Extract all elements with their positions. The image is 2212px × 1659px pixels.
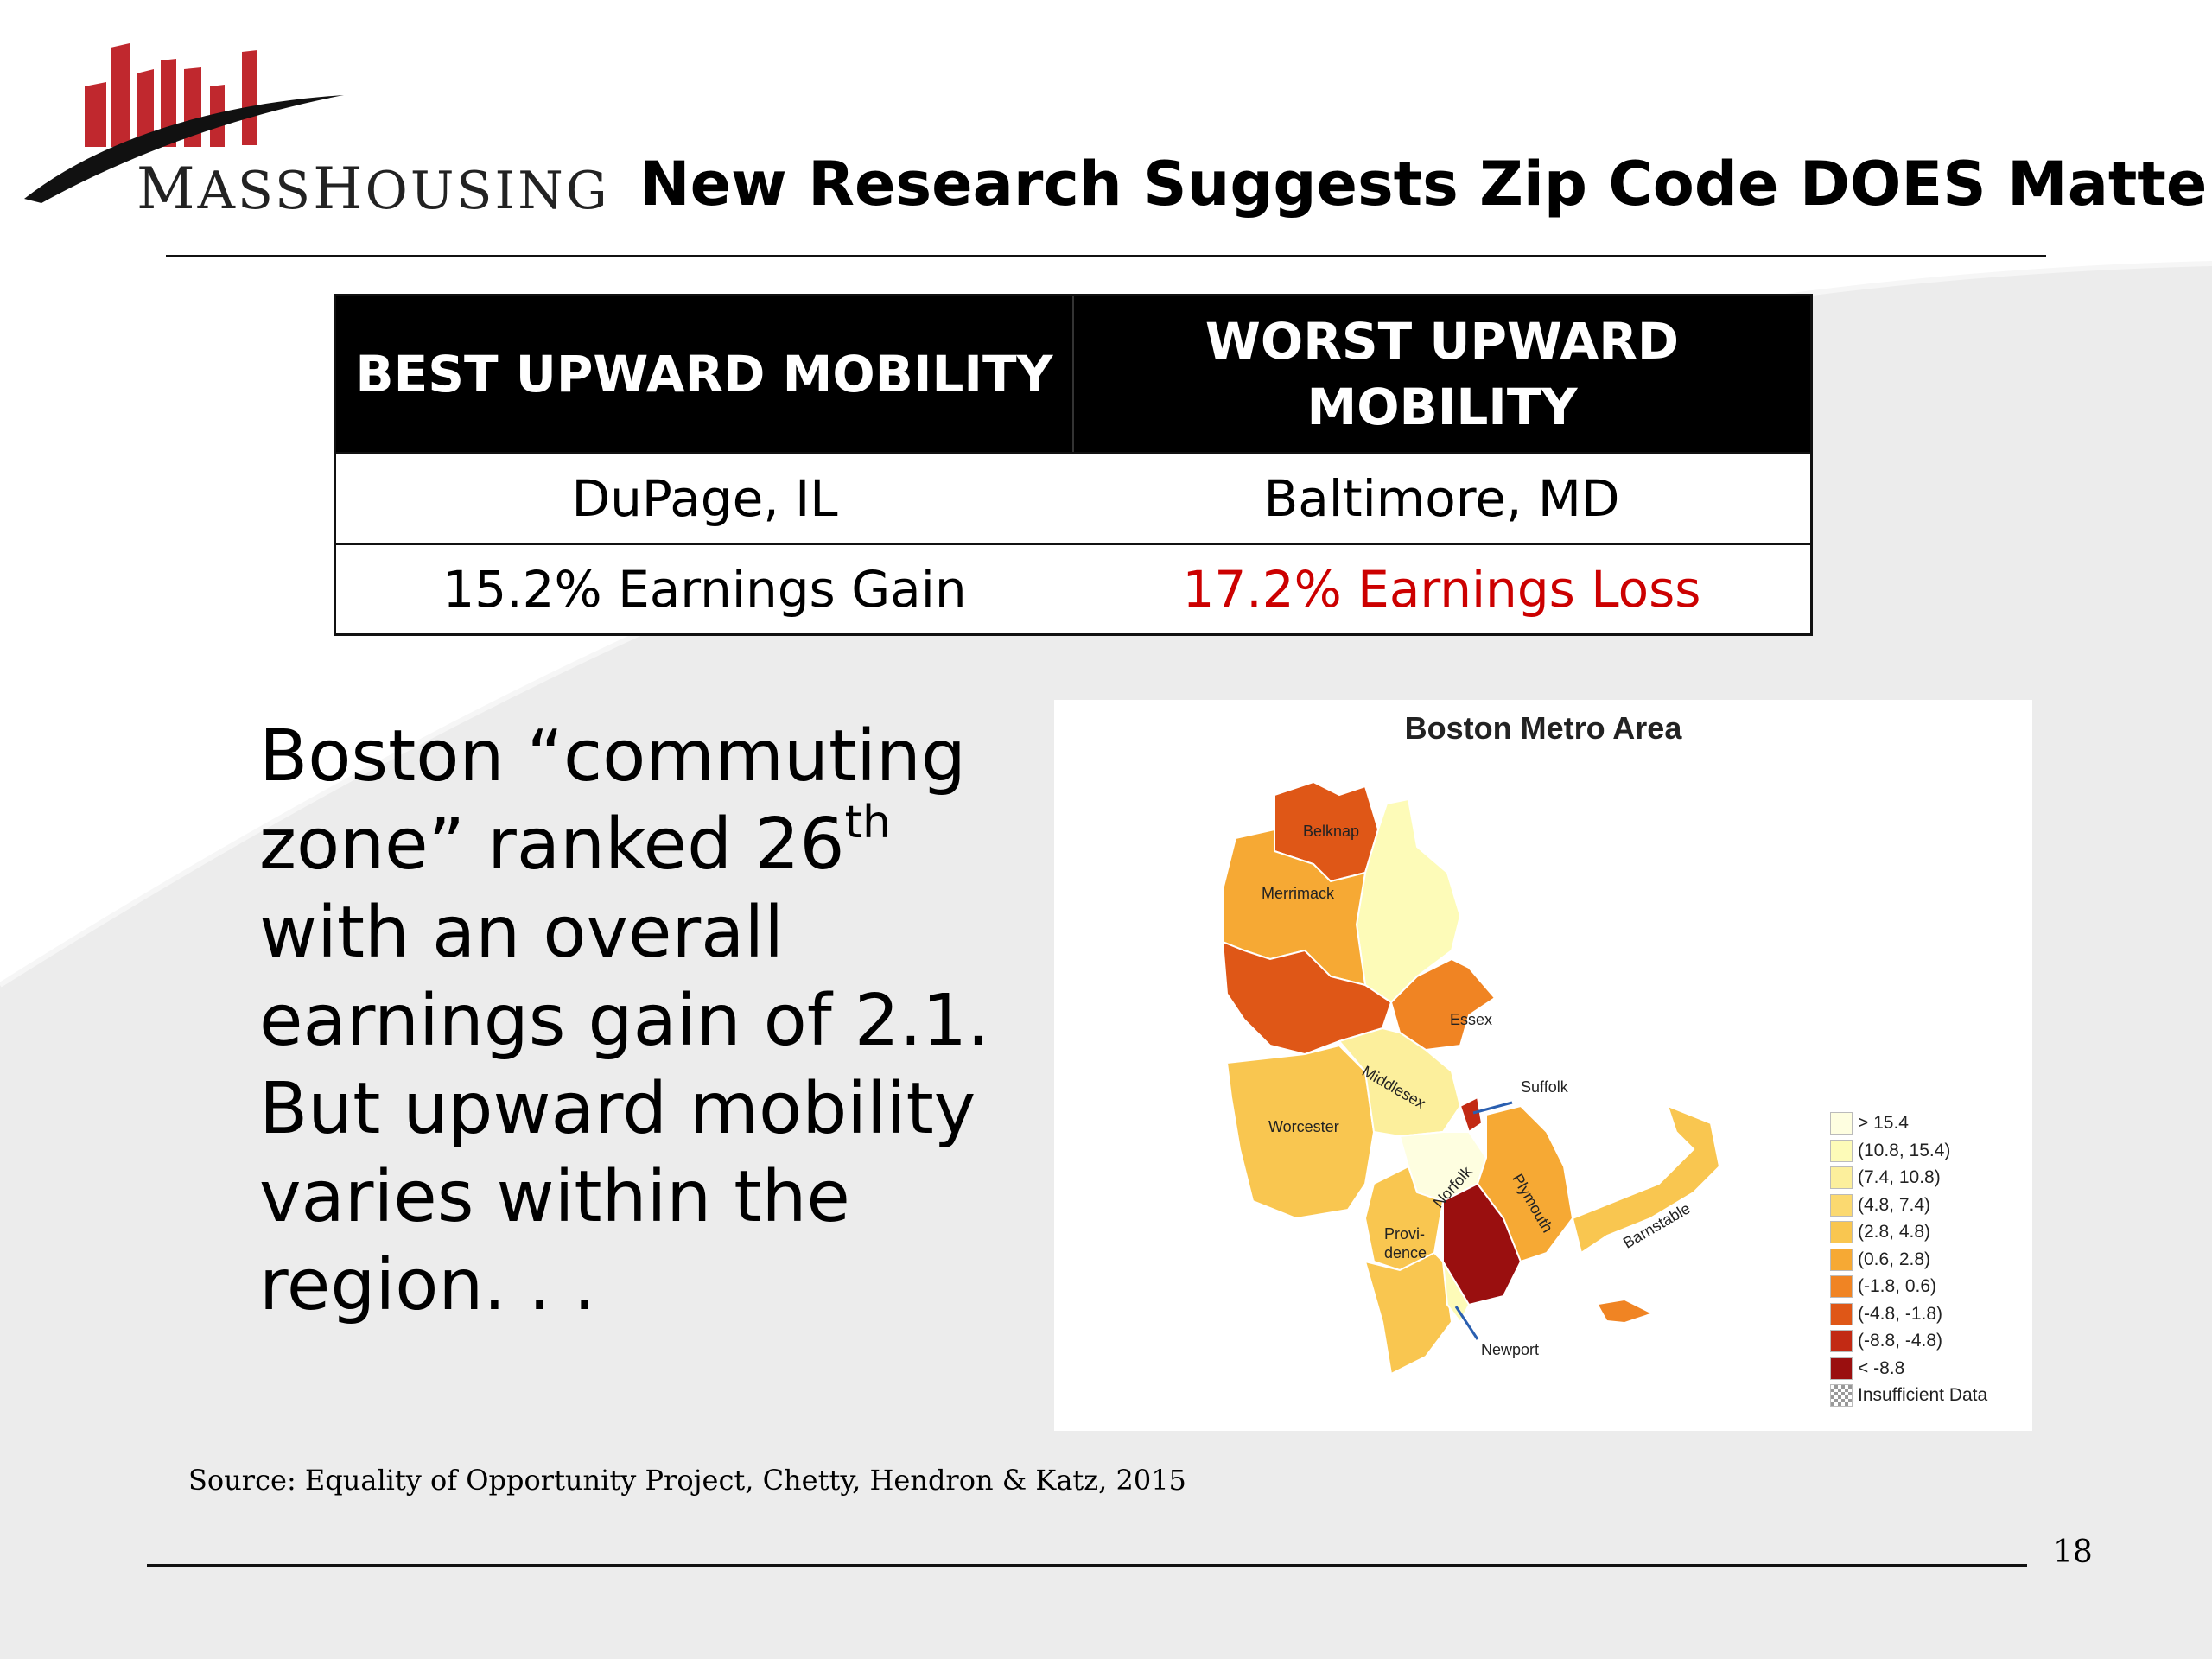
- boston-metro-map: Boston Metro Area: [1054, 700, 2032, 1431]
- legend-swatch: [1830, 1384, 1853, 1407]
- choropleth-map: [1221, 780, 1721, 1376]
- legend-swatch: [1830, 1166, 1853, 1189]
- legend-item: (-4.8, -1.8): [1830, 1300, 2024, 1328]
- table-cell-best-earnings: 15.2% Earnings Gain: [334, 543, 1073, 635]
- legend-swatch: [1830, 1112, 1853, 1135]
- legend-item: (7.4, 10.8): [1830, 1164, 2024, 1192]
- table-header-row: BEST UPWARD MOBILITY WORST UPWARD MOBILI…: [334, 295, 1812, 454]
- ordinal-suffix: th: [844, 797, 891, 849]
- legend-label: (7.4, 10.8): [1858, 1167, 1941, 1187]
- map-label-worcester: Worcester: [1268, 1118, 1339, 1135]
- legend-label: < -8.8: [1858, 1357, 1905, 1378]
- legend-item: (2.8, 4.8): [1830, 1218, 2024, 1246]
- legend-item: (10.8, 15.4): [1830, 1137, 2024, 1165]
- title-divider: [166, 255, 2046, 257]
- body-text: Boston “commuting zone” ranked 26th with…: [259, 713, 1002, 1330]
- map-label-merrimack: Merrimack: [1262, 885, 1334, 902]
- footer-divider: [147, 1564, 2027, 1567]
- legend-item: (-8.8, -4.8): [1830, 1327, 2024, 1355]
- source-citation: Source: Equality of Opportunity Project,…: [188, 1464, 1186, 1497]
- legend-swatch: [1830, 1302, 1853, 1325]
- map-label-essex: Essex: [1450, 1011, 1493, 1028]
- table-header-worst: WORST UPWARD MOBILITY: [1072, 295, 1812, 454]
- table-row: DuPage, IL Baltimore, MD: [334, 452, 1812, 544]
- table-row: 15.2% Earnings Gain 17.2% Earnings Loss: [334, 543, 1812, 635]
- map-legend: > 15.4 (10.8, 15.4) (7.4, 10.8) (4.8, 7.4) (…: [1830, 1109, 2024, 1409]
- mobility-table: BEST UPWARD MOBILITY WORST UPWARD MOBILI…: [334, 294, 1813, 636]
- legend-label: (10.8, 15.4): [1858, 1140, 1951, 1160]
- legend-label: > 15.4: [1858, 1113, 1909, 1133]
- legend-item: (4.8, 7.4): [1830, 1192, 2024, 1219]
- body-text-line1: Boston “commuting zone” ranked 26: [259, 715, 966, 886]
- body-text-line2: with an overall earnings gain of 2.1. Bu…: [259, 892, 990, 1326]
- legend-swatch: [1830, 1248, 1853, 1271]
- map-label-providence-1: Provi-: [1384, 1225, 1426, 1243]
- legend-label: (0.6, 2.8): [1858, 1249, 1931, 1269]
- masshousing-logo: MASSHOUSING: [24, 35, 607, 233]
- legend-label: (2.8, 4.8): [1858, 1222, 1931, 1242]
- legend-swatch: [1830, 1330, 1853, 1352]
- legend-swatch: [1830, 1193, 1853, 1217]
- map-label-providence-2: dence: [1384, 1244, 1427, 1262]
- slide-title: New Research Suggests Zip Code DOES Matt…: [639, 149, 2212, 219]
- legend-label: (4.8, 7.4): [1858, 1194, 1931, 1215]
- legend-label: (-4.8, -1.8): [1858, 1303, 1943, 1324]
- legend-swatch: [1830, 1139, 1853, 1162]
- map-label-newport: Newport: [1481, 1341, 1540, 1358]
- map-label-belknap: Belknap: [1303, 823, 1360, 840]
- map-title: Boston Metro Area: [1404, 710, 1682, 746]
- table-header-best: BEST UPWARD MOBILITY: [334, 295, 1073, 454]
- legend-swatch: [1830, 1221, 1853, 1243]
- table-cell-best-location: DuPage, IL: [334, 452, 1073, 544]
- page-number: 18: [2053, 1535, 2093, 1570]
- logo-skyline-icon: [24, 43, 344, 203]
- map-label-suffolk: Suffolk: [1521, 1078, 1568, 1096]
- table-cell-worst-location: Baltimore, MD: [1073, 452, 1812, 544]
- legend-item: (-1.8, 0.6): [1830, 1273, 2024, 1300]
- table-cell-worst-earnings: 17.2% Earnings Loss: [1073, 543, 1812, 635]
- legend-swatch: [1830, 1357, 1853, 1380]
- legend-item: > 15.4: [1830, 1109, 2024, 1137]
- legend-item: Insufficient Data: [1830, 1382, 2024, 1409]
- legend-label: (-1.8, 0.6): [1858, 1276, 1937, 1296]
- legend-label: (-8.8, -4.8): [1858, 1331, 1943, 1351]
- legend-label: Insufficient Data: [1858, 1385, 1988, 1405]
- legend-item: < -8.8: [1830, 1355, 2024, 1382]
- logo-wordmark: MASSHOUSING: [137, 156, 610, 222]
- legend-swatch: [1830, 1275, 1853, 1298]
- legend-item: (0.6, 2.8): [1830, 1246, 2024, 1274]
